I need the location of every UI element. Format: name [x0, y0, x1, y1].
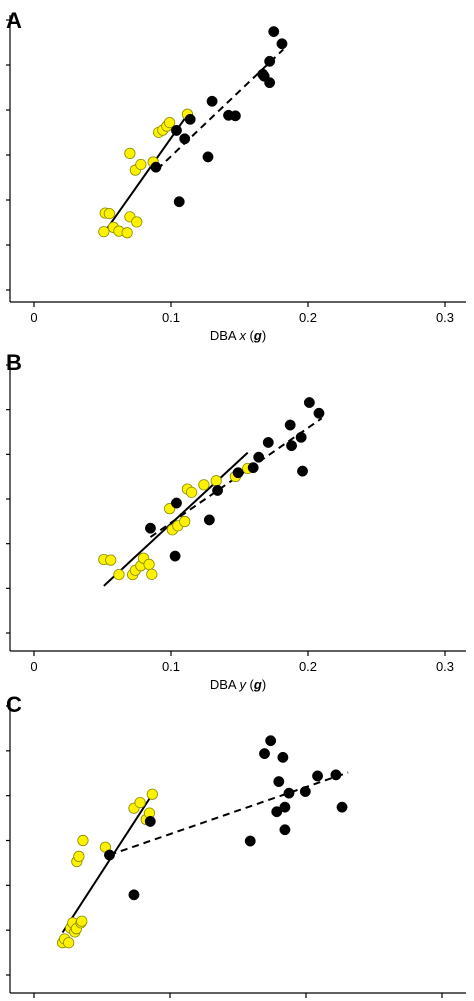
- panel-c: C: [6, 692, 466, 998]
- x-tick-label: 0.1: [162, 310, 180, 325]
- black-data-point: [303, 397, 315, 408]
- yellow-data-point: [121, 227, 133, 239]
- panel-label: B: [6, 350, 22, 375]
- yellow-data-point: [113, 568, 125, 581]
- yellow-data-point: [76, 915, 88, 927]
- black-data-point: [171, 124, 182, 136]
- black-data-point: [262, 437, 274, 448]
- black-data-point: [279, 801, 291, 813]
- black-data-point: [203, 514, 215, 526]
- x-tick-label: 0.3: [436, 310, 454, 325]
- black-data-point: [268, 26, 280, 38]
- black-data-point: [144, 815, 156, 827]
- yellow-data-point: [198, 479, 210, 491]
- yellow-data-point: [124, 147, 136, 159]
- black-data-point: [253, 451, 265, 463]
- yellow-data-point: [210, 475, 222, 487]
- yellow-data-point: [146, 568, 158, 580]
- black-data-point: [295, 431, 307, 443]
- black-data-point: [259, 748, 270, 760]
- black-data-point: [229, 110, 241, 122]
- yellow-data-point: [134, 796, 146, 809]
- black-data-point: [330, 769, 342, 781]
- yellow-data-point: [185, 486, 198, 498]
- x-axis-title: DBA y (g): [210, 677, 266, 692]
- black-data-point: [283, 787, 295, 799]
- black-data-point: [299, 786, 311, 797]
- black-fit-line: [149, 417, 323, 538]
- black-data-point: [169, 550, 181, 562]
- black-data-point: [202, 151, 214, 163]
- panel-b: B 0 0.1 0.2 0.3 DBA y (g): [6, 350, 466, 692]
- black-data-point: [184, 113, 196, 125]
- black-data-point: [244, 835, 256, 847]
- black-data-point: [312, 770, 324, 782]
- black-data-point: [150, 161, 162, 173]
- yellow-data-point: [164, 117, 176, 129]
- yellow-data-point: [105, 554, 117, 566]
- yellow-data-point: [63, 937, 75, 949]
- yellow-data-point: [77, 834, 89, 847]
- black-data-point: [279, 824, 291, 836]
- x-tick-label: 0.1: [162, 659, 180, 674]
- yellow-data-point: [73, 850, 85, 862]
- black-data-point: [247, 462, 259, 474]
- black-data-point: [104, 849, 115, 861]
- yellow-data-point: [98, 226, 110, 238]
- yellow-data-point: [179, 515, 191, 528]
- black-data-point: [286, 440, 298, 452]
- yellow-data-point: [143, 558, 155, 570]
- black-data-point: [313, 407, 325, 419]
- black-data-point: [232, 467, 244, 479]
- black-data-point: [276, 38, 288, 50]
- black-data-point: [171, 497, 182, 509]
- black-data-point: [265, 735, 277, 747]
- black-data-point: [128, 889, 140, 901]
- x-tick-label: 0: [30, 310, 37, 325]
- black-data-point: [206, 95, 218, 107]
- x-tick-label: 0.2: [299, 659, 317, 674]
- black-data-point: [336, 801, 348, 813]
- black-data-point: [173, 196, 185, 208]
- black-data-point: [264, 55, 276, 67]
- x-axis-title: DBA x (g): [210, 328, 266, 343]
- panel-label: C: [6, 692, 22, 717]
- yellow-fit-line: [61, 793, 154, 934]
- black-data-point: [264, 77, 276, 89]
- black-data-point: [179, 133, 191, 145]
- black-data-point: [212, 484, 224, 496]
- yellow-data-point: [135, 158, 147, 171]
- yellow-data-point: [103, 207, 115, 220]
- black-data-point: [297, 465, 308, 477]
- black-data-point: [273, 776, 285, 788]
- x-tick-label: 0: [30, 659, 37, 674]
- black-data-point: [277, 751, 289, 763]
- black-data-point: [145, 522, 156, 534]
- x-tick-label: 0.2: [299, 310, 317, 325]
- black-data-point: [284, 419, 296, 431]
- yellow-data-point: [131, 216, 143, 228]
- yellow-data-point: [146, 788, 158, 800]
- black-fit-line: [109, 771, 349, 856]
- black-fit-line: [156, 48, 285, 171]
- x-tick-label: 0.3: [436, 659, 454, 674]
